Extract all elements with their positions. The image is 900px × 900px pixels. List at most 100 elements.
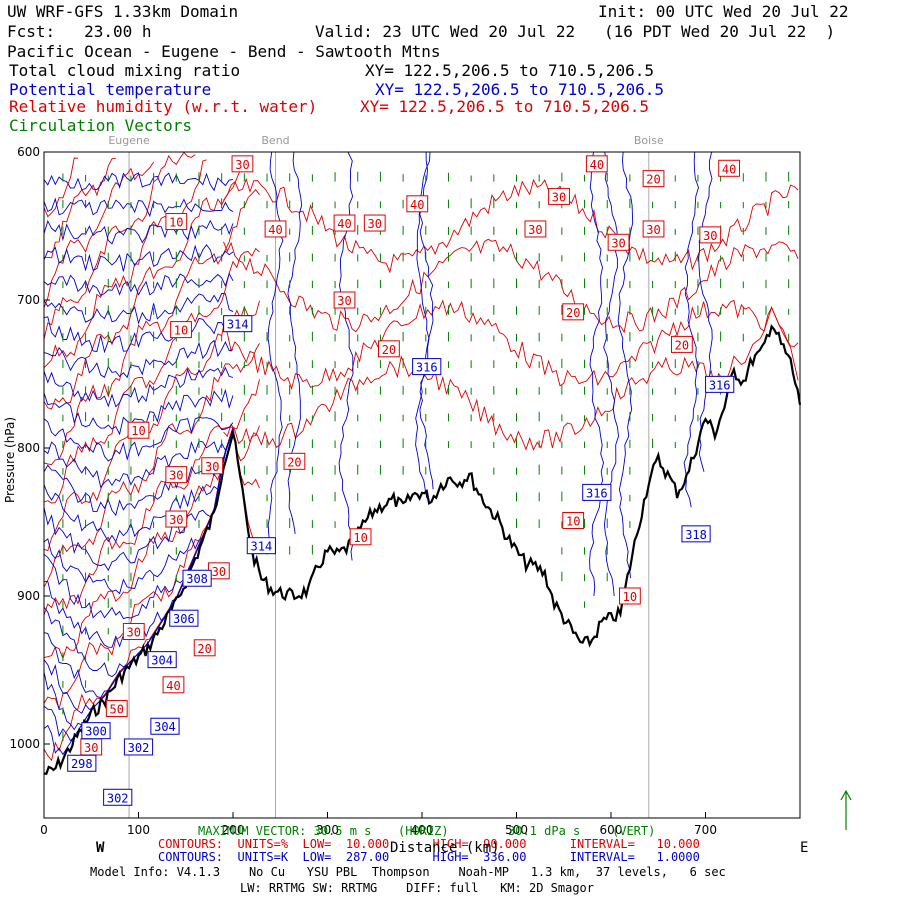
theta-label-box	[582, 483, 612, 501]
theta-label-box	[169, 609, 199, 627]
theta-contour	[43, 428, 234, 756]
y-tick-label: 900	[17, 589, 40, 603]
rh-contour	[223, 177, 799, 274]
rh-label-box	[363, 214, 386, 232]
max-vector-label: MAXIMUM VECTOR: 30.5 m s	[198, 824, 372, 838]
rh-contour-label: 20	[382, 343, 396, 357]
theta-contour	[698, 151, 713, 472]
theta-label-box	[705, 375, 735, 393]
rh-contour	[43, 300, 260, 552]
rh-contour-label: 20	[566, 306, 580, 320]
rh-contour-label: 30	[528, 223, 542, 237]
theta-contour-label: 306	[173, 612, 195, 626]
theta-contour	[43, 339, 234, 379]
theta-contour	[43, 428, 234, 489]
rh-label-box	[562, 303, 585, 321]
field-potential-temp: Potential temperature	[9, 80, 212, 99]
rh-contour-label: 30	[127, 626, 141, 640]
rh-label-box	[718, 159, 741, 177]
rh-label-box	[642, 220, 665, 238]
rh-label-box	[264, 220, 287, 238]
x-tick-label: 400	[411, 823, 434, 837]
rh-label-box	[283, 452, 306, 470]
rh-contour	[43, 343, 260, 588]
rh-label-box	[170, 321, 192, 339]
model-info-physics: LW: RRTMG SW: RRTMG DIFF: full KM: 2D Sm…	[240, 881, 595, 895]
direction-east: E	[800, 840, 809, 856]
rh-label-box	[165, 466, 188, 484]
rh-label-box	[607, 233, 630, 251]
rh-contour	[223, 238, 799, 334]
city-label-eugene: Eugene	[108, 134, 150, 147]
rh-contour-label: 30	[337, 294, 351, 308]
rh-contour-label: 30	[84, 741, 98, 755]
rh-label-box	[699, 226, 722, 244]
theta-label-box	[182, 569, 212, 587]
theta-contour	[43, 428, 234, 572]
theta-contour	[43, 272, 234, 297]
rh-contour-label: 20	[675, 338, 689, 352]
rh-contour	[43, 379, 260, 616]
max-vector-vert-tag: (VERT)	[612, 824, 656, 838]
theta-contour-label: 302	[107, 791, 129, 805]
rh-label-box	[231, 155, 254, 173]
max-vector-arrow	[840, 789, 852, 830]
theta-contour-label: 302	[128, 741, 150, 755]
max-vector-horiz: (HORIZ)	[398, 824, 449, 838]
theta-contour	[267, 151, 284, 552]
theta-contour-label: 316	[586, 486, 608, 500]
direction-west: W	[96, 840, 105, 856]
x-tick-label: 500	[505, 823, 528, 837]
y-tick-label: 800	[17, 441, 40, 455]
rh-label-box	[201, 457, 224, 475]
rh-label-box	[165, 213, 188, 231]
field-theta-xy: XY= 122.5,206.5 to 710.5,206.5	[375, 80, 664, 99]
theta-contour	[338, 151, 354, 561]
theta-contour	[603, 151, 619, 597]
theta-contour	[43, 292, 234, 325]
theta-contour-info: CONTOURS: UNITS=K LOW= 287.00 HIGH= 336.…	[158, 850, 700, 864]
rh-label-box	[642, 170, 665, 188]
rh-contour-label: 30	[205, 460, 219, 474]
rh-contour	[43, 425, 260, 660]
rh-contour-label: 30	[552, 190, 566, 204]
theta-label-box	[147, 651, 177, 669]
x-tick-label: 300	[316, 823, 339, 837]
theta-contour	[43, 316, 234, 354]
theta-label-box	[681, 525, 711, 543]
rh-contour-label: 10	[131, 424, 145, 438]
rh-contour-label: 20	[197, 642, 211, 656]
rh-contour-label: 20	[287, 455, 301, 469]
x-tick-label: 600	[600, 823, 623, 837]
rh-contour-label: 30	[169, 513, 183, 527]
x-tick-label: 0	[40, 823, 48, 837]
field-relative-humidity: Relative humidity (w.r.t. water)	[9, 97, 318, 116]
theta-label-box	[150, 717, 180, 735]
field-cloud-mixing: Total cloud mixing ratio	[9, 61, 241, 80]
theta-contour-label: 318	[685, 528, 707, 542]
rh-contour-label: 10	[353, 531, 367, 545]
theta-contour-label: 314	[251, 540, 273, 554]
city-label-bend: Bend	[261, 134, 289, 147]
model-title: UW WRF-GFS 1.33km Domain	[7, 2, 239, 21]
rh-contour-info: CONTOURS: UNITS=% LOW= 10.000 HIGH= 90.0…	[158, 837, 700, 851]
rh-contour-label: 50	[110, 702, 124, 716]
rh-contour	[223, 306, 799, 451]
theta-contour-label: 316	[416, 361, 438, 375]
x-tick-label: 100	[127, 823, 150, 837]
rh-label-box	[548, 187, 570, 205]
rh-contour-label: 10	[169, 216, 183, 230]
theta-label-box	[103, 788, 133, 806]
rh-label-box	[406, 195, 429, 213]
rh-label-box	[193, 639, 216, 657]
rh-contour-label: 20	[646, 173, 660, 187]
field-rh-xy: XY= 122.5,206.5 to 710.5,206.5	[360, 97, 649, 116]
rh-contour	[43, 159, 245, 410]
rh-contour	[43, 157, 116, 259]
theta-contour	[43, 244, 234, 272]
x-tick-label: 700	[694, 823, 717, 837]
rh-contour-label: 30	[646, 223, 660, 237]
forecast-hour: Fcst: 23.00 h	[7, 22, 152, 41]
theta-label-box	[246, 537, 276, 555]
